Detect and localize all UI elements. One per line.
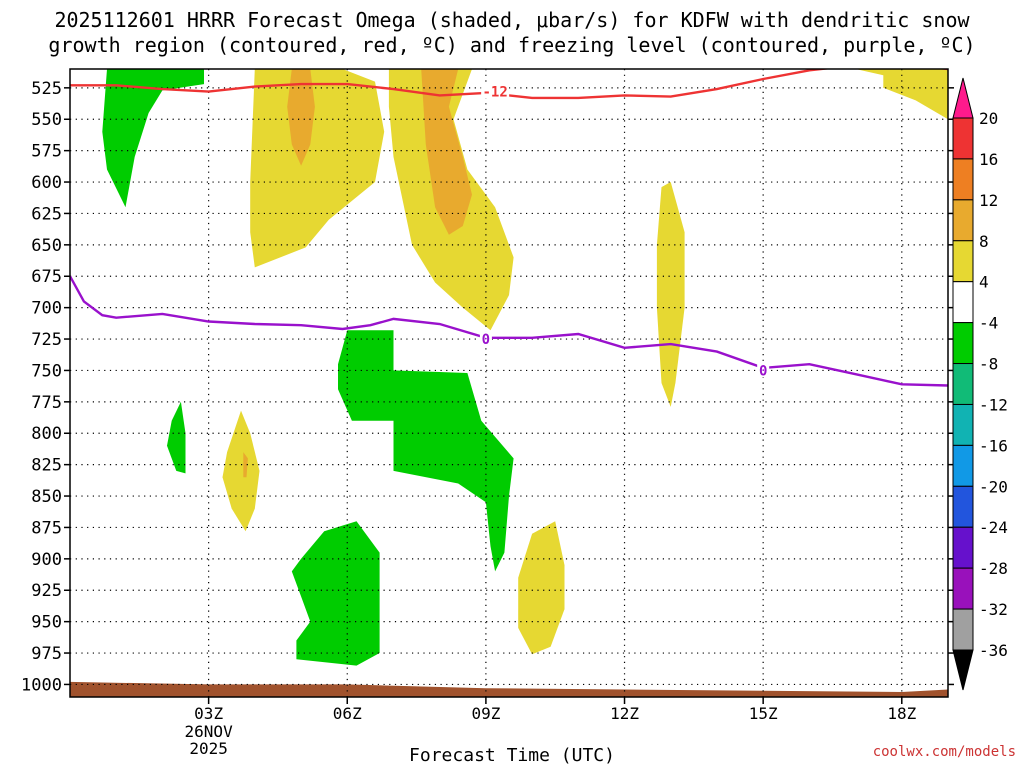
y-tick-label: 675 <box>31 267 62 287</box>
y-tick-label: 850 <box>31 487 62 507</box>
colorbar-swatch <box>952 199 974 242</box>
x-tick-label: 15Z <box>749 704 778 723</box>
y-tick-label: 650 <box>31 236 62 256</box>
y-tick-label: 575 <box>31 142 62 162</box>
y-tick-label: 525 <box>31 79 62 99</box>
colorbar-swatch <box>952 158 974 201</box>
x-tick-label: 09Z <box>471 704 500 723</box>
colorbar-label: 8 <box>979 232 989 251</box>
plot-area: -12 0 0 <box>70 69 948 697</box>
colorbar-swatch <box>952 567 974 610</box>
omega-region-2 <box>287 69 315 166</box>
x-tick-label: 06Z <box>333 704 362 723</box>
colorbar-swatch <box>952 281 974 324</box>
colorbar: 20 16 12 8 4 -4 -8 -12 -16 -20 -24 -28 -32 -36 <box>952 77 1008 691</box>
y-tick-label: 950 <box>31 613 62 633</box>
y-tick-label: 550 <box>31 110 62 130</box>
x-tick-label: 03Z <box>194 704 223 723</box>
colorbar-label: -24 <box>979 518 1008 537</box>
y-tick-label: 825 <box>31 456 62 476</box>
y-tick-label: 1000 <box>21 675 62 695</box>
omega-region-9 <box>222 410 260 532</box>
y-tick-label: 800 <box>31 424 62 444</box>
colorbar-top-arrow <box>952 77 974 119</box>
colorbar-swatch <box>952 322 974 365</box>
colorbar-label: -28 <box>979 559 1008 578</box>
plot-frame <box>69 68 949 698</box>
omega-region-10 <box>243 452 248 478</box>
freezing-level-label-1-bg <box>757 362 770 378</box>
omega-region-4 <box>421 69 472 235</box>
colorbar-label: -36 <box>979 641 1008 660</box>
colorbar-swatch <box>952 526 974 569</box>
omega-region-11 <box>291 521 380 666</box>
omega-region-8 <box>167 401 186 474</box>
chart-title-line-1: 2025112601 HRRR Forecast Omega (shaded, … <box>54 8 970 32</box>
y-tick-label: 975 <box>31 644 62 664</box>
credit-link[interactable]: coolwx.com/models <box>872 744 1016 760</box>
chart-title-line-2: growth region (contoured, red, ºC) and f… <box>48 33 976 57</box>
y-tick-label: 925 <box>31 581 62 601</box>
colorbar-label: 20 <box>979 109 998 128</box>
y-tick-label: 875 <box>31 518 62 538</box>
freezing-level-label-0-bg <box>479 331 492 347</box>
x-tick-date-label: 26NOV <box>185 722 234 741</box>
y-tick-label: 775 <box>31 393 62 413</box>
colorbar-swatch <box>952 240 974 283</box>
colorbar-bottom-arrow <box>952 649 974 691</box>
dgz-contour-label-bg <box>481 83 510 99</box>
colorbar-label: 12 <box>979 191 998 210</box>
x-axis-title: Forecast Time (UTC) <box>409 745 615 766</box>
colorbar-swatch <box>952 608 974 651</box>
colorbar-swatch <box>952 444 974 487</box>
omega-region-7 <box>338 330 514 572</box>
x-tick-label: 18Z <box>887 704 916 723</box>
colorbar-label: -16 <box>979 436 1008 455</box>
freezing-level-label-1: 0 <box>759 363 767 379</box>
colorbar-label: 4 <box>979 273 989 292</box>
x-tick-year-label: 2025 <box>189 739 228 758</box>
y-tick-label: 900 <box>31 550 62 570</box>
terrain-fill <box>70 681 948 697</box>
colorbar-swatch <box>952 403 974 446</box>
omega-region-0 <box>102 69 204 208</box>
colorbar-label: -12 <box>979 395 1008 414</box>
colorbar-label: -20 <box>979 477 1008 496</box>
freezing-level-line <box>70 275 948 387</box>
colorbar-label: -8 <box>979 355 998 374</box>
omega-region-5 <box>855 69 948 120</box>
y-tick-label: 625 <box>31 204 62 224</box>
colorbar-swatch <box>952 485 974 528</box>
colorbar-swatch <box>952 363 974 405</box>
colorbar-label: -4 <box>979 314 998 333</box>
omega-region-6 <box>656 182 685 407</box>
omega-region-12 <box>518 521 565 655</box>
dgz-contour-label: -12 <box>482 85 507 101</box>
colorbar-label: 16 <box>979 150 998 169</box>
colorbar-label: -32 <box>979 600 1008 619</box>
y-tick-label: 600 <box>31 173 62 193</box>
omega-region-1 <box>250 69 385 268</box>
colorbar-swatch <box>952 117 974 160</box>
x-tick-label: 12Z <box>610 704 639 723</box>
y-tick-label: 750 <box>31 361 62 381</box>
freezing-level-label-0: 0 <box>482 332 490 348</box>
y-tick-label: 700 <box>31 299 62 319</box>
y-tick-label: 725 <box>31 330 62 350</box>
